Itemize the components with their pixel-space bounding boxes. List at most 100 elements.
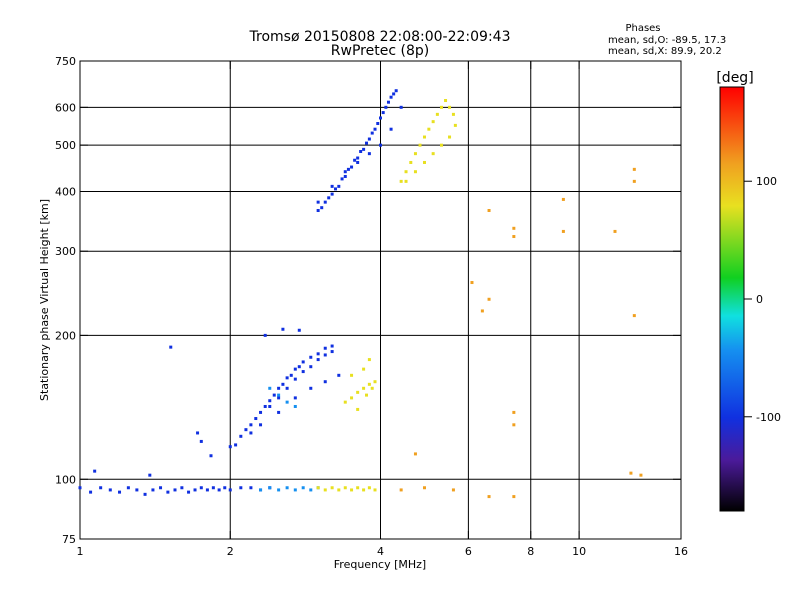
data-point — [451, 488, 455, 492]
data-point — [249, 486, 253, 490]
data-point — [159, 486, 163, 490]
data-point — [263, 333, 267, 337]
data-point — [301, 370, 305, 374]
y-tick-label: 600 — [55, 101, 76, 114]
data-point — [293, 377, 297, 381]
data-point — [309, 365, 313, 369]
data-point — [193, 488, 197, 492]
data-point — [422, 486, 426, 490]
data-point — [327, 196, 331, 200]
data-point — [249, 431, 253, 435]
data-point — [93, 469, 97, 473]
data-point — [413, 170, 417, 174]
data-point — [384, 105, 388, 109]
data-point — [330, 192, 334, 196]
data-point — [333, 187, 337, 191]
data-point — [259, 423, 263, 427]
data-point — [362, 367, 366, 371]
data-point — [340, 177, 344, 181]
data-point — [217, 488, 221, 492]
data-point — [293, 396, 297, 400]
y-tick-label: 750 — [55, 55, 76, 68]
data-point — [108, 488, 112, 492]
data-point — [309, 488, 313, 492]
data-point — [379, 116, 382, 120]
data-point — [356, 390, 360, 394]
data-point — [613, 229, 617, 233]
data-point — [413, 452, 417, 456]
data-point — [277, 396, 281, 400]
data-point — [78, 486, 82, 490]
data-point — [386, 100, 390, 104]
data-point — [453, 123, 457, 127]
data-point — [205, 488, 209, 492]
y-tick-label: 300 — [55, 245, 76, 258]
data-point — [350, 373, 354, 377]
data-point — [399, 488, 403, 492]
x-axis-label: Frequency [MHz] — [334, 558, 426, 571]
data-point — [639, 473, 643, 477]
data-point — [367, 152, 371, 156]
data-point — [632, 179, 636, 183]
data-point — [330, 486, 334, 490]
data-point — [343, 486, 347, 490]
data-point — [293, 367, 297, 371]
data-point — [228, 488, 232, 492]
data-point — [234, 443, 238, 447]
y-tick-label: 100 — [55, 473, 76, 486]
data-point — [427, 127, 431, 131]
data-point — [440, 143, 444, 147]
grid-lines — [80, 61, 681, 539]
x-tick-label: 8 — [527, 545, 534, 558]
data-point — [487, 495, 491, 499]
data-point — [209, 454, 213, 458]
data-point — [512, 423, 516, 427]
data-point — [272, 393, 276, 397]
data-point — [126, 486, 130, 490]
data-point — [277, 393, 281, 397]
data-point — [448, 135, 452, 139]
data-point — [356, 486, 360, 490]
data-point — [480, 309, 484, 313]
data-point — [309, 386, 313, 390]
data-point — [309, 355, 313, 359]
data-point — [173, 488, 177, 492]
data-point — [346, 167, 350, 171]
data-point — [435, 112, 439, 116]
data-point — [323, 346, 327, 350]
data-point — [316, 209, 320, 213]
data-point — [148, 473, 152, 477]
data-point — [632, 167, 636, 171]
data-point — [376, 122, 380, 126]
data-point — [277, 386, 281, 390]
data-point — [330, 350, 334, 354]
data-point — [422, 160, 426, 164]
data-point — [365, 141, 369, 145]
data-point — [470, 281, 474, 285]
data-point — [277, 410, 281, 414]
data-point — [350, 488, 354, 492]
data-point — [370, 131, 374, 135]
data-point — [343, 400, 347, 404]
data-point — [337, 488, 341, 492]
data-point — [316, 358, 320, 362]
data-point — [166, 490, 170, 494]
data-point — [365, 393, 369, 397]
phase-mean-x: mean, sd,X: 89.9, 20.2 — [608, 46, 722, 57]
data-point — [211, 486, 215, 490]
data-point — [285, 376, 289, 380]
colorbar-ticks: 100 0 -100 — [744, 175, 781, 424]
data-point — [187, 490, 191, 494]
data-point — [356, 160, 360, 164]
data-point — [239, 486, 243, 490]
data-point — [323, 353, 327, 357]
colorbar-tick-label: 0 — [756, 293, 763, 306]
data-point — [337, 184, 341, 188]
data-point — [350, 396, 354, 400]
data-point — [135, 488, 139, 492]
data-point — [143, 492, 147, 496]
x-tick-label: 16 — [674, 545, 688, 558]
data-point — [268, 486, 272, 490]
data-point — [323, 380, 327, 384]
